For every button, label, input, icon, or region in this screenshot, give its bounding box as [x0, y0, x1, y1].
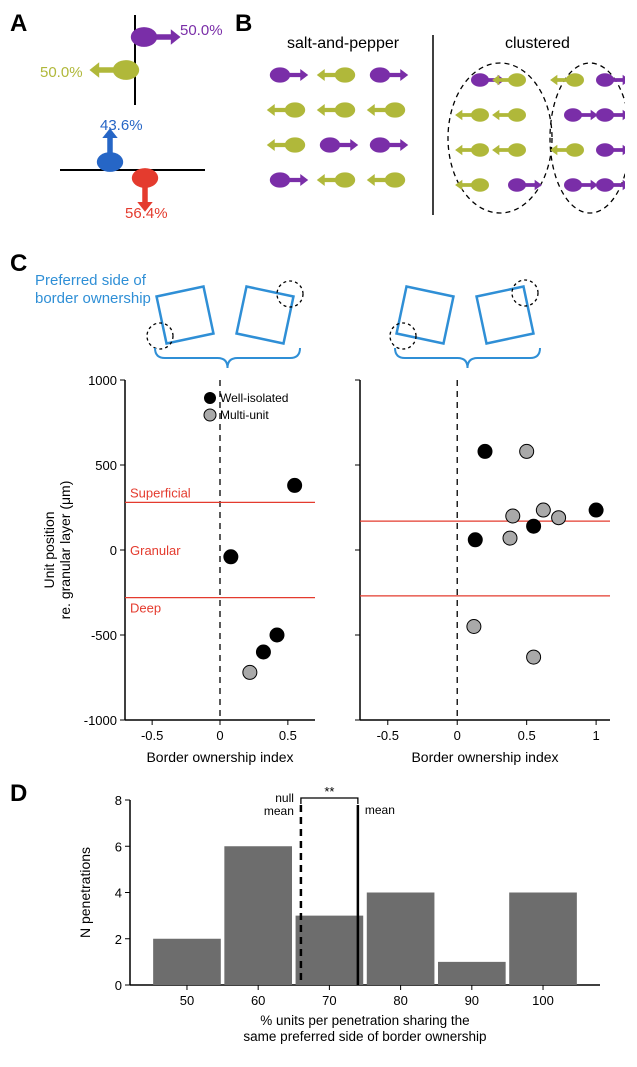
- svg-text:80: 80: [393, 993, 407, 1008]
- svg-text:0: 0: [110, 543, 117, 558]
- svg-text:clustered: clustered: [505, 35, 570, 52]
- svg-text:100: 100: [532, 993, 554, 1008]
- svg-text:0: 0: [216, 728, 223, 743]
- svg-text:-1000: -1000: [84, 713, 117, 728]
- svg-text:0.5: 0.5: [518, 728, 536, 743]
- svg-text:4: 4: [115, 886, 122, 901]
- svg-text:-0.5: -0.5: [141, 728, 163, 743]
- panel-label-d: D: [10, 780, 27, 808]
- svg-text:70: 70: [322, 993, 336, 1008]
- svg-text:0: 0: [454, 728, 461, 743]
- panel-a-diagram: 50.0% 50.0% 43.6% 56.4%: [30, 15, 240, 225]
- svg-text:mean: mean: [264, 804, 294, 818]
- svg-text:mean: mean: [365, 803, 395, 817]
- svg-text:1000: 1000: [88, 373, 117, 388]
- svg-text:56.4%: 56.4%: [125, 205, 168, 222]
- svg-text:2: 2: [115, 932, 122, 947]
- svg-text:-500: -500: [91, 628, 117, 643]
- svg-text:Multi-unit: Multi-unit: [220, 408, 269, 422]
- svg-text:500: 500: [95, 458, 117, 473]
- svg-text:50.0%: 50.0%: [180, 22, 223, 39]
- svg-text:Deep: Deep: [130, 601, 161, 616]
- panel-b-diagram: salt-and-pepper clustered: [255, 20, 625, 230]
- svg-text:Unit position: Unit position: [41, 511, 57, 588]
- svg-text:Superficial: Superficial: [130, 485, 191, 500]
- svg-text:-0.5: -0.5: [377, 728, 399, 743]
- svg-text:6: 6: [115, 839, 122, 854]
- svg-text:null: null: [275, 791, 294, 805]
- svg-text:Well-isolated: Well-isolated: [220, 391, 288, 405]
- svg-text:50: 50: [180, 993, 194, 1008]
- svg-text:0.5: 0.5: [279, 728, 297, 743]
- svg-text:salt-and-pepper: salt-and-pepper: [287, 35, 400, 52]
- panel-label-a: A: [10, 10, 27, 38]
- svg-text:N penetrations: N penetrations: [77, 847, 93, 938]
- panel-d-chart: 024685060708090100nullmeanmean**% units …: [35, 785, 625, 1055]
- svg-text:Border ownership index: Border ownership index: [146, 749, 293, 765]
- svg-text:% units per penetration sharin: % units per penetration sharing the: [260, 1013, 469, 1028]
- svg-text:Granular: Granular: [130, 543, 181, 558]
- svg-text:Preferred side of: Preferred side of: [35, 272, 147, 289]
- svg-text:0: 0: [115, 978, 122, 993]
- panel-c-chart: Preferred side ofborder ownership -1000 -5…: [20, 260, 630, 780]
- svg-text:same preferred side of border: same preferred side of border ownership: [243, 1029, 486, 1044]
- svg-text:Border ownership index: Border ownership index: [411, 749, 558, 765]
- svg-text:re. granular layer (μm): re. granular layer (μm): [57, 481, 73, 620]
- svg-text:90: 90: [465, 993, 479, 1008]
- svg-text:1: 1: [592, 728, 599, 743]
- svg-text:border ownership: border ownership: [35, 290, 151, 307]
- svg-text:8: 8: [115, 793, 122, 808]
- svg-text:50.0%: 50.0%: [40, 64, 83, 81]
- svg-text:**: **: [324, 785, 334, 799]
- svg-text:60: 60: [251, 993, 265, 1008]
- svg-text:43.6%: 43.6%: [100, 117, 143, 134]
